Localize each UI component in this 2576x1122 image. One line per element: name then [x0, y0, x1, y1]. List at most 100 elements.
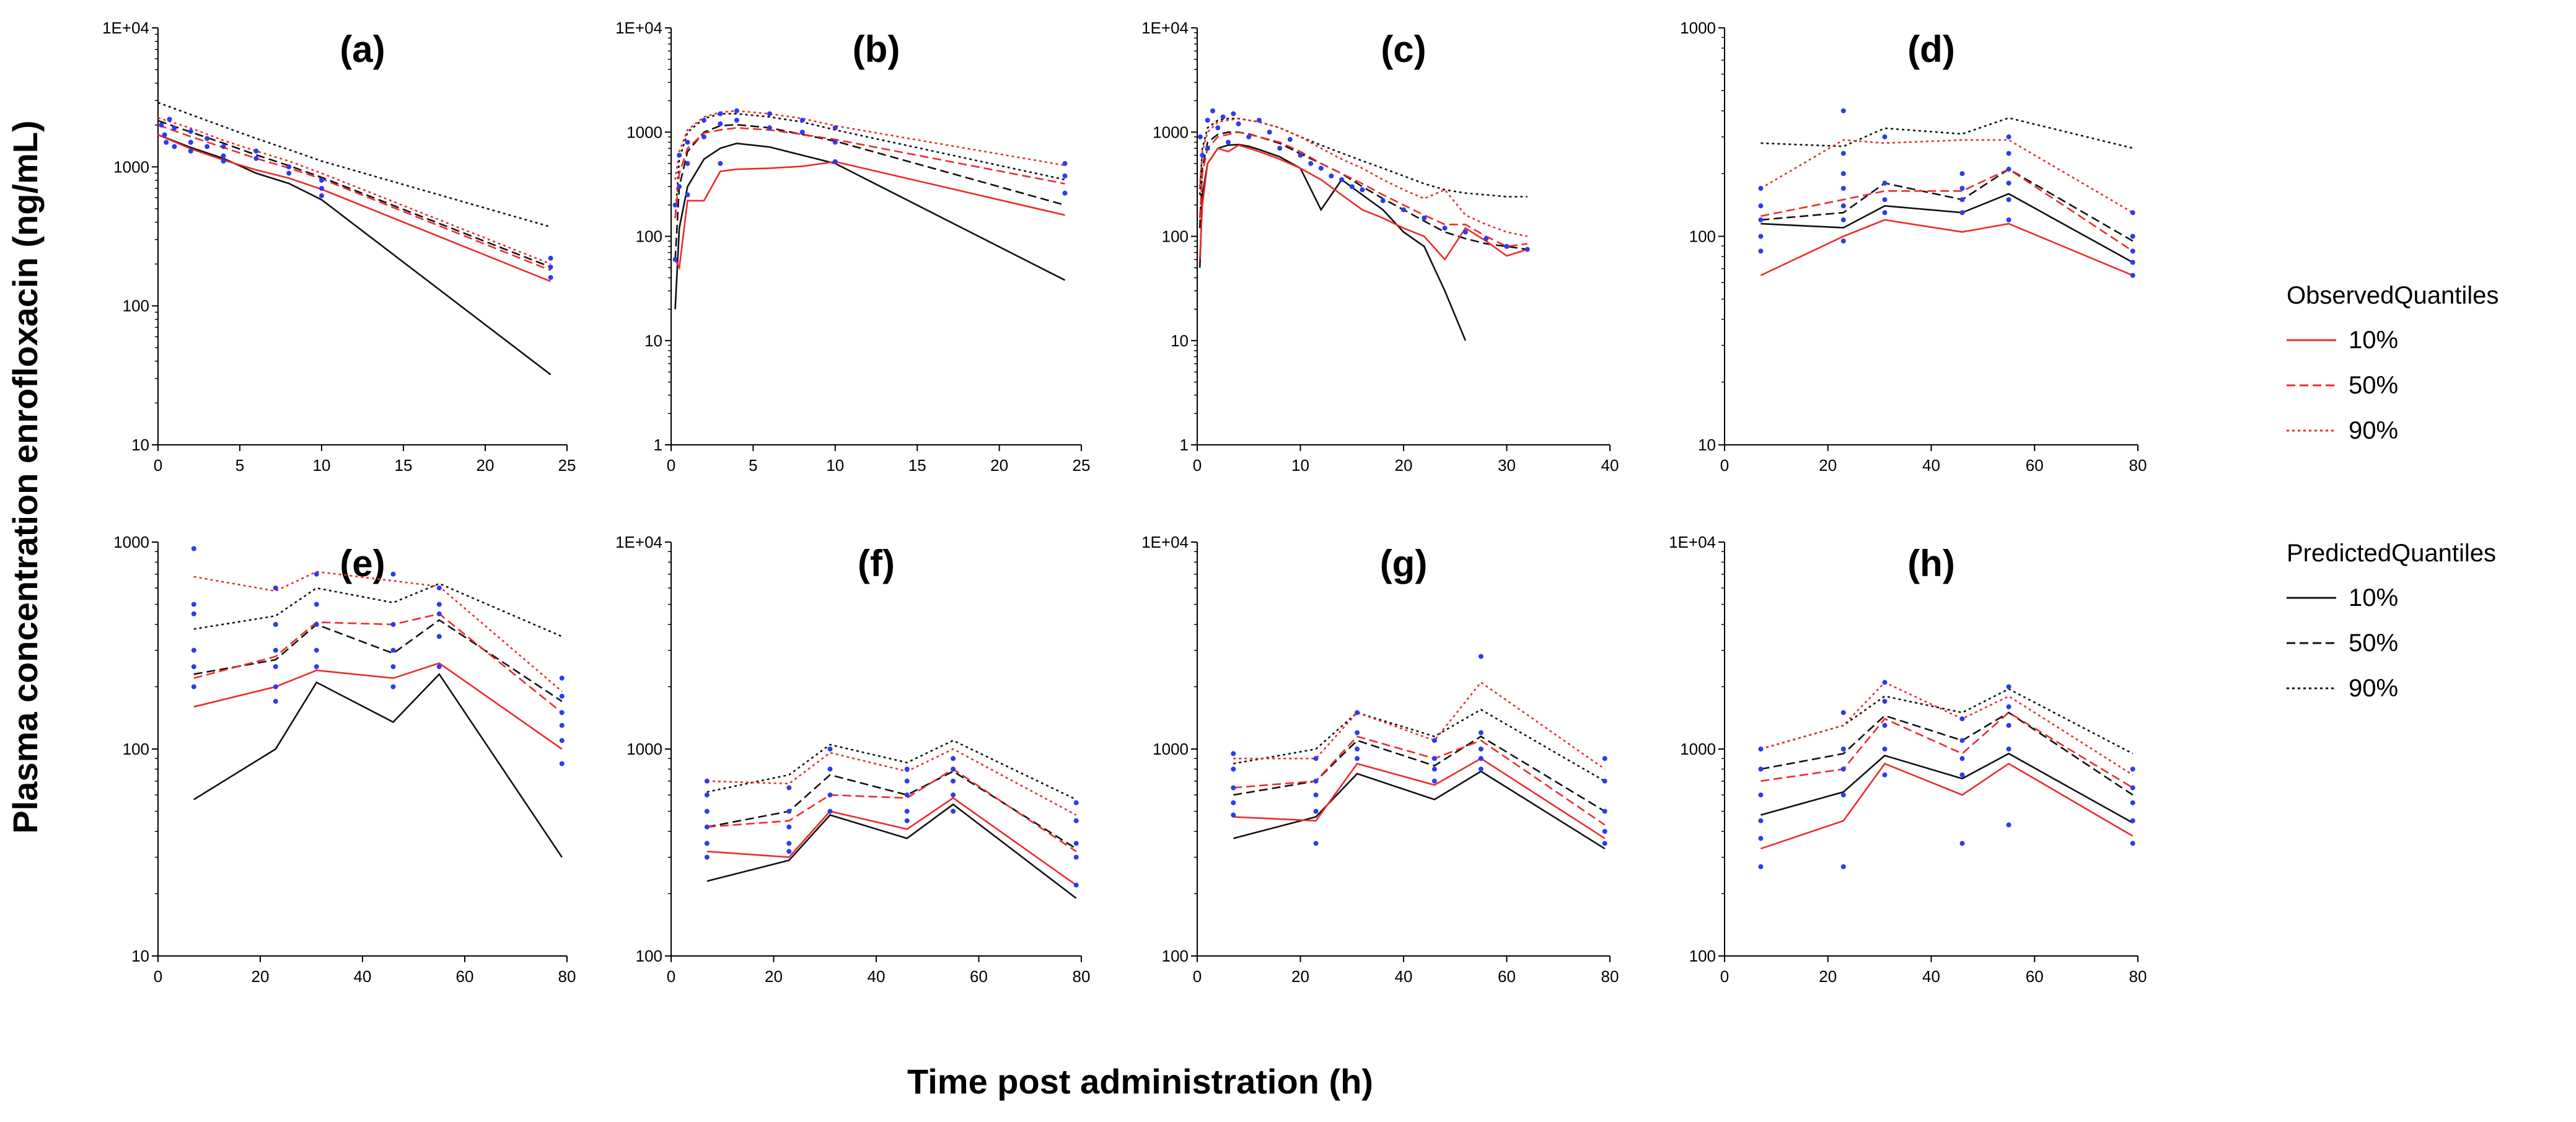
- observation-point: [1959, 210, 1965, 216]
- observation-point: [2130, 841, 2135, 846]
- observation-point: [2130, 248, 2135, 254]
- y-tick-label: 10: [131, 947, 149, 965]
- x-tick-label: 5: [749, 456, 757, 475]
- x-tick-label: 60: [456, 967, 474, 986]
- observation-point: [1231, 812, 1236, 818]
- observed-quantile-90-line: [1198, 117, 1528, 237]
- observation-point: [685, 139, 690, 145]
- observation-point: [1062, 173, 1068, 178]
- observation-point: [1313, 792, 1319, 798]
- observation-point: [2130, 273, 2135, 278]
- observation-point: [1840, 186, 1846, 191]
- y-tick-label: 1E+04: [1141, 19, 1189, 37]
- predicted-quantile-10-line: [1761, 193, 2134, 263]
- observation-point: [319, 186, 324, 191]
- x-tick-label: 80: [1073, 967, 1091, 986]
- panel-title: (b): [853, 28, 900, 70]
- observed-quantile-50-line: [1761, 711, 2134, 789]
- observed-quantile-90-line: [706, 748, 1077, 816]
- observation-point: [786, 841, 792, 846]
- observation-point: [734, 108, 739, 113]
- x-tick-label: 0: [667, 456, 675, 475]
- observed-quantile-10-line: [674, 160, 1065, 271]
- observation-point: [827, 747, 833, 752]
- observation-point: [253, 148, 259, 154]
- observed-quantile-90-line: [674, 110, 1065, 180]
- observation-point: [1882, 747, 1888, 752]
- observation-point: [1073, 841, 1079, 846]
- panel-title: (h): [1907, 543, 1955, 584]
- observation-point: [1380, 198, 1386, 203]
- observation-point: [191, 546, 196, 551]
- observation-point: [1200, 152, 1205, 158]
- observed-quantile-50-line: [1198, 131, 1528, 248]
- observed-quantile-90-line: [1761, 681, 2134, 776]
- observation-point: [1882, 772, 1888, 778]
- observation-point: [1318, 165, 1324, 171]
- observation-point: [1840, 747, 1846, 752]
- observation-point: [677, 184, 682, 190]
- x-tick-label: 20: [765, 967, 783, 986]
- observation-point: [221, 153, 226, 159]
- observation-point: [390, 571, 396, 577]
- observed-quantile-10-line: [193, 662, 563, 750]
- x-tick-label: 40: [868, 967, 886, 986]
- y-tick-label: 1000: [626, 123, 662, 141]
- observation-point: [1959, 841, 1965, 846]
- observation-point: [677, 152, 682, 158]
- observation-point: [951, 809, 956, 814]
- observation-point: [904, 818, 910, 823]
- y-tick-label: 1E+04: [615, 533, 662, 551]
- observation-point: [704, 792, 710, 798]
- observation-point: [2130, 234, 2135, 239]
- observation-point: [436, 602, 442, 607]
- observation-point: [273, 585, 278, 591]
- predicted-quantile-10-line: [193, 673, 563, 858]
- x-tick-label: 0: [1193, 456, 1202, 475]
- x-tick-label: 40: [1922, 967, 1940, 986]
- observation-point: [1840, 171, 1846, 177]
- predicted-quantile-90-line: [706, 739, 1077, 800]
- x-tick-label: 20: [1291, 967, 1309, 986]
- observation-point: [951, 756, 956, 761]
- y-tick-label: 1E+04: [615, 19, 662, 37]
- predicted-quantile-50-line: [157, 120, 552, 268]
- observation-point: [1246, 134, 1252, 139]
- legend: ObservedQuantiles 10% 50% 90% PredictedQuant…: [2287, 282, 2499, 702]
- x-tick-label: 80: [1601, 967, 1619, 986]
- legend-item-label: 10%: [2349, 584, 2398, 611]
- observation-point: [1478, 747, 1484, 752]
- panel-title: (a): [340, 28, 385, 70]
- observation-point: [273, 647, 278, 653]
- observation-point: [559, 722, 565, 728]
- x-tick-label: 0: [154, 967, 162, 986]
- observation-point: [559, 675, 565, 681]
- observation-point: [314, 602, 319, 607]
- legend-group-title: ObservedQuantiles: [2287, 282, 2499, 309]
- y-tick-label: 1E+04: [1669, 533, 1716, 551]
- observation-point: [314, 647, 319, 653]
- x-tick-label: 15: [908, 456, 926, 475]
- observation-point: [904, 809, 910, 814]
- predicted-quantile-90-line: [1233, 708, 1606, 782]
- observation-point: [1313, 756, 1319, 761]
- observation-point: [548, 255, 553, 261]
- observation-point: [2006, 217, 2011, 222]
- panel-g: 0 20 40 60 80 100 1000 1E+04 (g): [1141, 533, 1619, 986]
- x-tick-label: 20: [252, 967, 270, 986]
- observation-point: [1360, 187, 1365, 193]
- x-tick-label: 0: [1193, 967, 1202, 986]
- observation-point: [904, 778, 910, 784]
- x-tick-label: 40: [1601, 456, 1619, 475]
- observation-point: [559, 693, 565, 699]
- panel-h: 0 20 40 60 80 100 1000 1E+04 (h): [1669, 533, 2147, 986]
- observation-point: [1882, 180, 1888, 186]
- x-tick-label: 20: [990, 456, 1008, 475]
- observed-quantile-90-line: [193, 571, 563, 692]
- observation-point: [164, 139, 169, 145]
- observation-point: [2130, 766, 2135, 772]
- observation-point: [1277, 146, 1283, 151]
- observation-point: [1298, 152, 1303, 158]
- y-tick-label: 100: [1162, 947, 1189, 965]
